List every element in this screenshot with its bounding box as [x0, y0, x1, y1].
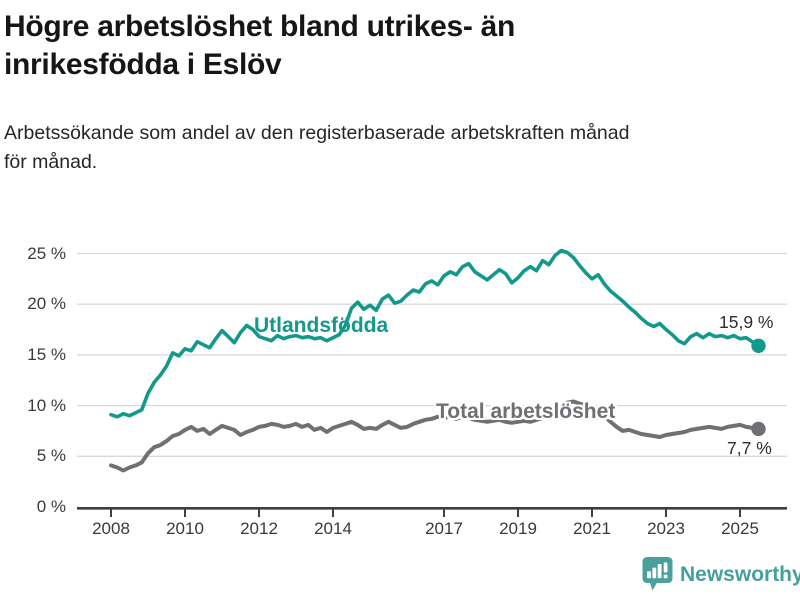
page-title: Högre arbetslöshet bland utrikes- än inr…	[4, 8, 774, 84]
y-axis-label: 15 %	[27, 344, 66, 364]
x-axis-label: 2010	[166, 519, 204, 538]
x-axis-label: 2008	[92, 519, 130, 538]
series-label-total: Total arbetslöshet	[436, 400, 616, 423]
series-end-dot	[751, 421, 766, 437]
series-line-total-arbetsl-shet	[109, 399, 761, 473]
subtitle-line-1: Arbetssökande som andel av den registerb…	[4, 122, 630, 144]
x-axis-label: 2019	[499, 519, 537, 538]
x-axis-label: 2025	[721, 519, 759, 538]
end-value-utlandsfodda: 15,9 %	[719, 312, 774, 332]
chart-subtitle: Arbetssökande som andel av den registerb…	[4, 119, 784, 177]
series-label-utlandsfodda: Utlandsfödda	[254, 314, 389, 337]
y-axis-label: 25 %	[27, 243, 66, 263]
y-axis-label: 10 %	[27, 395, 66, 415]
end-value-total: 7,7 %	[727, 438, 772, 458]
x-axis-label: 2014	[314, 519, 352, 538]
series-end-dot	[751, 338, 766, 353]
x-axis-label: 2021	[573, 519, 611, 538]
title-line-1: Högre arbetslöshet bland utrikes- än	[4, 10, 515, 43]
y-axis-label: 5 %	[36, 446, 66, 466]
x-axis-label: 2012	[240, 519, 278, 538]
x-axis-label: 2023	[647, 519, 685, 538]
y-axis-label: 0 %	[36, 497, 66, 516]
series-line-utlandsf-dda	[109, 248, 761, 419]
subtitle-line-2: för månad.	[4, 151, 98, 173]
newsworthy-logo-icon	[642, 557, 673, 591]
title-line-2: inrikesfödda i Eslöv	[4, 48, 282, 81]
y-axis-label: 20 %	[27, 294, 66, 314]
newsworthy-logo-text: Newsworthy	[680, 563, 800, 586]
x-axis-label: 2017	[425, 519, 463, 538]
newsworthy-logo: Newsworthy	[642, 557, 800, 591]
